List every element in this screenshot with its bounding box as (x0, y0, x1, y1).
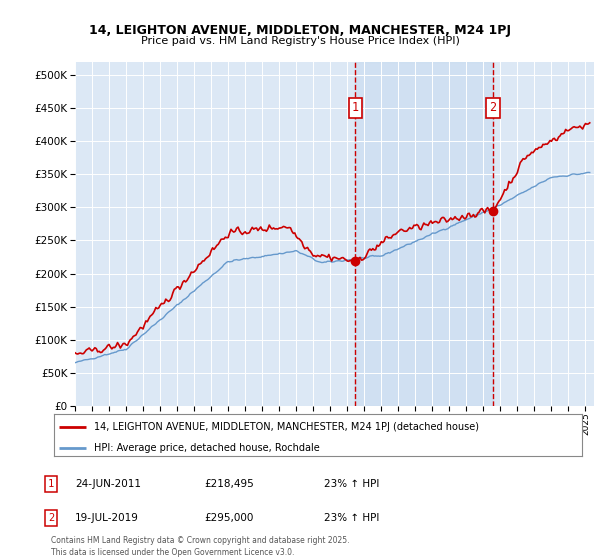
Bar (355, 62, 493, 406)
Text: 1: 1 (48, 479, 54, 489)
Text: 23% ↑ HPI: 23% ↑ HPI (324, 479, 379, 489)
Text: 23% ↑ HPI: 23% ↑ HPI (324, 513, 379, 523)
Text: HPI: Average price, detached house, Rochdale: HPI: Average price, detached house, Roch… (94, 443, 319, 453)
Text: 2: 2 (489, 101, 496, 114)
Text: £218,495: £218,495 (204, 479, 254, 489)
Text: 2: 2 (48, 513, 54, 523)
Text: 1: 1 (352, 101, 359, 114)
Text: Price paid vs. HM Land Registry's House Price Index (HPI): Price paid vs. HM Land Registry's House … (140, 36, 460, 46)
Text: 24-JUN-2011: 24-JUN-2011 (75, 479, 141, 489)
Text: Contains HM Land Registry data © Crown copyright and database right 2025.
This d: Contains HM Land Registry data © Crown c… (51, 536, 349, 557)
Text: 19-JUL-2019: 19-JUL-2019 (75, 513, 139, 523)
Text: £295,000: £295,000 (204, 513, 253, 523)
Text: 14, LEIGHTON AVENUE, MIDDLETON, MANCHESTER, M24 1PJ: 14, LEIGHTON AVENUE, MIDDLETON, MANCHEST… (89, 24, 511, 37)
Text: 14, LEIGHTON AVENUE, MIDDLETON, MANCHESTER, M24 1PJ (detached house): 14, LEIGHTON AVENUE, MIDDLETON, MANCHEST… (94, 422, 479, 432)
